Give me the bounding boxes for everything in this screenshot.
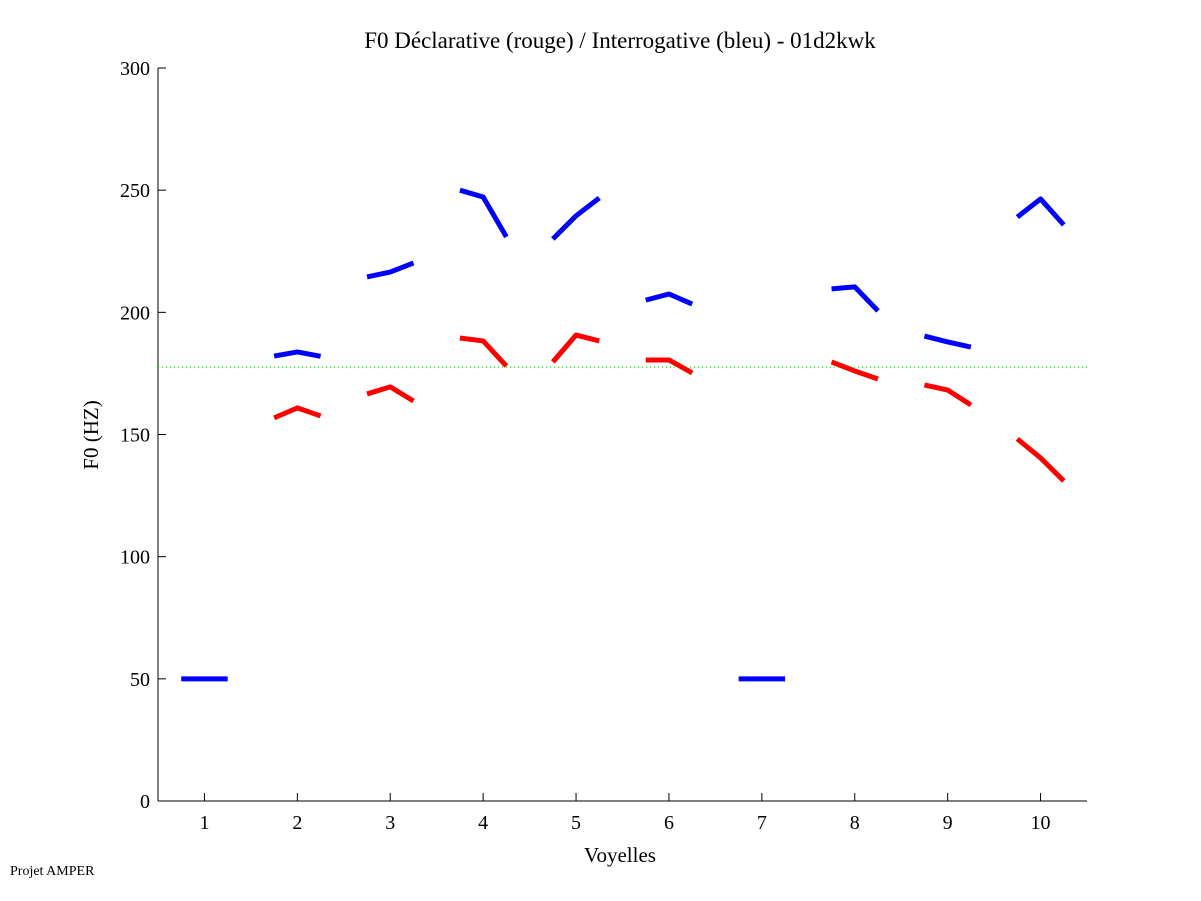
f0-segment-vowel-9 (923, 382, 973, 408)
y-tick-label: 50 (130, 669, 150, 691)
footer-credit: Projet AMPER (10, 864, 95, 879)
f0-segment-vowel-3 (366, 260, 415, 280)
y-tick-label: 200 (120, 302, 150, 324)
y-axis-label: F0 (HZ) (79, 400, 103, 469)
f0-segment-vowel-8 (831, 284, 880, 313)
x-tick-label: 2 (292, 812, 302, 834)
f0-segment-vowel-2 (273, 349, 322, 359)
x-tick-label: 5 (571, 812, 581, 834)
x-axis-label: Voyelles (584, 843, 656, 867)
x-tick-label: 7 (757, 812, 767, 834)
f0-segment-vowel-4 (459, 187, 509, 239)
f0-segment-vowel-6 (645, 357, 694, 376)
f0-segment-vowel-10 (1015, 436, 1066, 483)
f0-segment-vowel-5 (550, 332, 600, 364)
f0-segment-vowel-8 (830, 359, 879, 382)
y-tick-label: 250 (120, 180, 150, 202)
f0-segment-vowel-10 (1015, 196, 1066, 227)
f0-segment-vowel-5 (551, 196, 601, 241)
x-tick-label: 4 (478, 812, 488, 834)
f0-segment-vowel-4 (459, 335, 509, 368)
y-tick-label: 100 (120, 547, 150, 569)
chart-title: F0 Déclarative (rouge) / Interrogative (… (364, 28, 876, 53)
x-tick-label: 8 (850, 812, 860, 834)
f0-segment-vowel-6 (645, 291, 694, 307)
y-tick-label: 300 (120, 58, 150, 80)
x-tick-label: 6 (664, 812, 674, 834)
x-tick-label: 3 (385, 812, 395, 834)
y-tick-label: 150 (120, 425, 150, 447)
f0-segment-vowel-2 (273, 405, 322, 421)
f0-segment-vowel-3 (366, 384, 415, 404)
x-tick-label: 1 (199, 812, 209, 834)
y-tick-label: 0 (140, 791, 150, 813)
x-tick-label: 9 (943, 812, 953, 834)
f0-segment-vowel-9 (923, 333, 972, 350)
x-tick-label: 10 (1031, 812, 1051, 834)
